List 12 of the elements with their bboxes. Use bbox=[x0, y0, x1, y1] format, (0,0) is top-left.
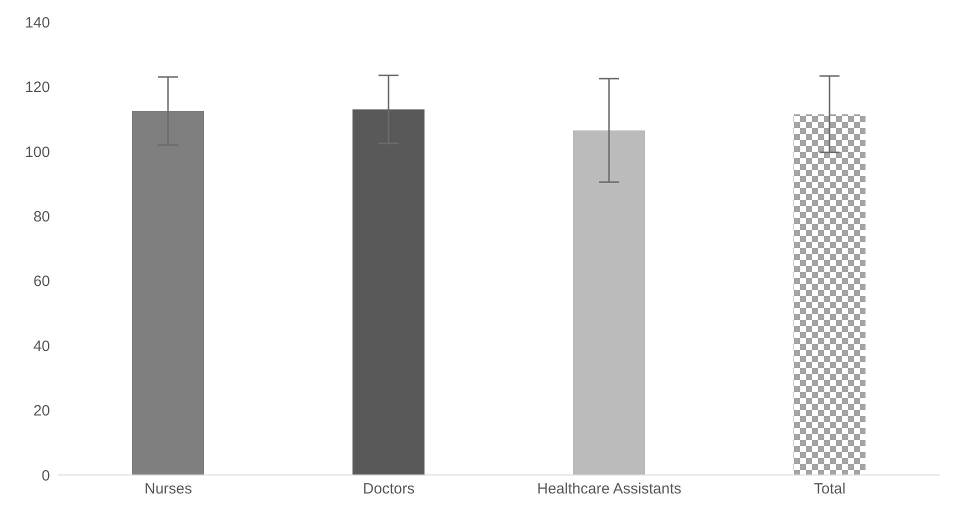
y-tick-label: 140 bbox=[24, 14, 50, 32]
x-tick-label: Nurses bbox=[144, 480, 192, 498]
y-tick-label: 80 bbox=[33, 208, 50, 226]
y-tick-label: 100 bbox=[24, 144, 50, 161]
y-tick-label: 20 bbox=[33, 402, 50, 420]
x-tick-label: Healthcare Assistants bbox=[537, 480, 682, 498]
y-tick-label: 0 bbox=[42, 467, 50, 484]
y-tick-label: 120 bbox=[24, 79, 50, 96]
x-tick-label: Total bbox=[814, 480, 846, 498]
y-tick-label: 40 bbox=[33, 338, 50, 355]
x-tick-label: Doctors bbox=[362, 480, 415, 498]
y-tick-label: 60 bbox=[33, 273, 50, 290]
